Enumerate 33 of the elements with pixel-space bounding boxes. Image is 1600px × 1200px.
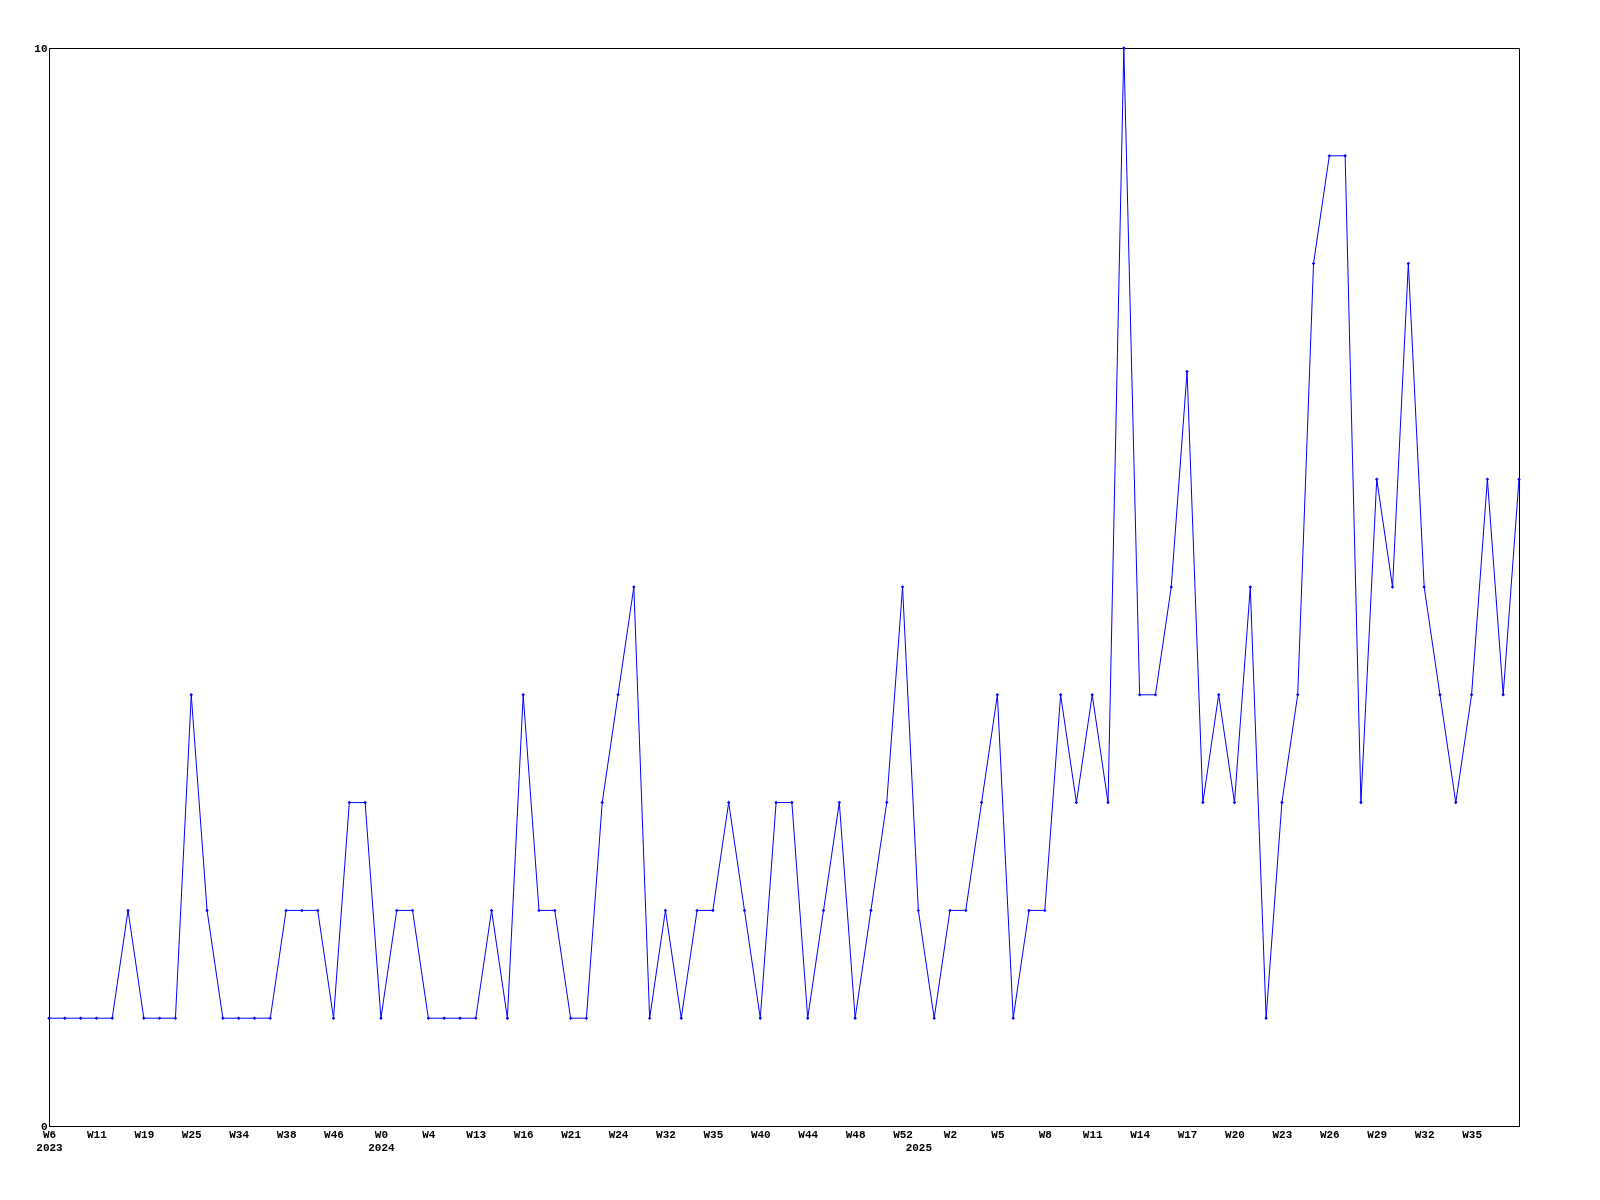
x-tick-label: W52	[893, 1128, 913, 1141]
x-tick-label: W5	[991, 1128, 1005, 1141]
x-tick-label: W8	[1038, 1128, 1053, 1141]
x-tick-label: W34	[229, 1128, 250, 1141]
x-tick-label: W19	[134, 1128, 155, 1141]
x-tick-label: W6 2023	[36, 1128, 64, 1154]
x-tick-label: W35	[1462, 1128, 1483, 1141]
y-tick-label: 10	[34, 42, 48, 55]
x-tick-label: W14	[1130, 1128, 1151, 1141]
x-tick-label: W44	[798, 1128, 819, 1141]
x-tick-label: W29	[1367, 1128, 1388, 1141]
x-tick-label: W11	[87, 1128, 108, 1141]
x-tick-label: W11	[1082, 1128, 1104, 1141]
x-tick-label: W32	[1414, 1128, 1435, 1141]
x-tick-label: W26	[1319, 1128, 1340, 1141]
x-tick-label: W13	[466, 1128, 487, 1141]
x-tick-label: W38	[276, 1128, 297, 1141]
x-tick-label: W20	[1225, 1128, 1245, 1141]
x-tick-label: W40	[750, 1128, 771, 1141]
x-tick-label: W32	[656, 1128, 676, 1141]
x-tick-label: W25	[181, 1128, 203, 1141]
x-tick-label: W0 2024	[368, 1128, 396, 1154]
x-tick-label: W35	[703, 1128, 724, 1141]
x-tick-label: W48	[845, 1128, 866, 1141]
x-tick-label: 2025	[905, 1141, 933, 1154]
x-tick-label: W17	[1177, 1128, 1198, 1141]
x-tick-label: W24	[608, 1128, 629, 1141]
x-tick-label: W46	[324, 1128, 344, 1141]
x-tick-label: W21	[561, 1128, 582, 1141]
x-tick-label: W4	[422, 1128, 436, 1141]
x-tick-label: W23	[1272, 1128, 1293, 1141]
x-tick-label: W2	[943, 1128, 958, 1141]
x-tick-label: W16	[513, 1128, 534, 1141]
